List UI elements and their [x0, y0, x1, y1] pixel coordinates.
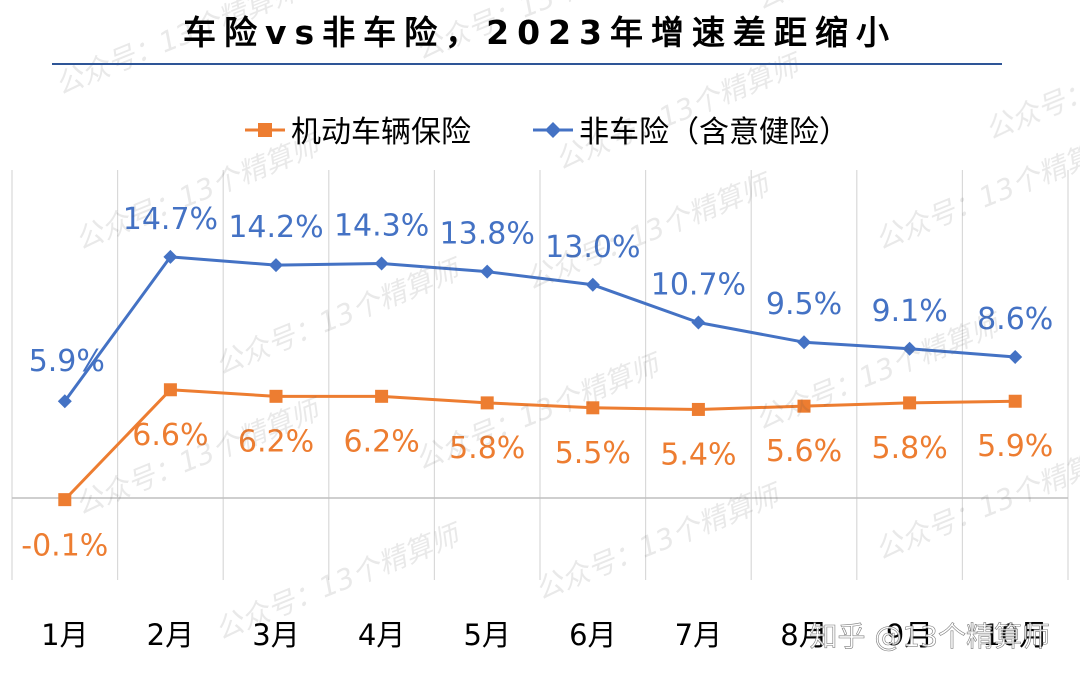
data-point-square [586, 401, 600, 415]
chart-title: 车险vs非车险，2023年增速差距缩小 [183, 13, 897, 52]
data-point-diamond [585, 277, 600, 292]
data-point-square [797, 399, 811, 413]
data-label: 5.6% [766, 434, 842, 469]
data-point-diamond [480, 264, 495, 279]
data-point-square [375, 389, 389, 403]
x-tick-label: 8月 [780, 618, 827, 652]
data-label: 5.5% [555, 436, 631, 471]
x-tick-label: 6月 [569, 618, 616, 652]
data-label: 6.2% [343, 424, 419, 459]
data-point-diamond [269, 258, 283, 273]
x-tick-label: 5月 [463, 618, 510, 652]
data-point-square [480, 396, 494, 410]
data-point-diamond [797, 335, 811, 350]
data-label: 5.4% [660, 437, 736, 472]
data-label: 14.7% [123, 202, 218, 237]
gridlines [11, 170, 1069, 580]
data-label: 13.0% [545, 230, 640, 265]
data-label: 9.1% [871, 294, 947, 329]
data-label: 6.6% [132, 418, 208, 453]
watermark-text: 公众号：13个精算师 [530, 477, 788, 607]
data-point-diamond [374, 256, 389, 271]
x-tick-label: 10月 [982, 618, 1048, 652]
data-label: 10.7% [651, 268, 746, 303]
x-tick-label: 3月 [252, 618, 299, 652]
data-label: 13.8% [440, 217, 535, 252]
data-point-diamond [57, 394, 72, 409]
legend-item-car: 机动车辆保险 [245, 115, 471, 150]
data-labels: -0.1% 6.6% 6.2% 6.2% 5.8% 5.5% 5.4% 5.6% 5.8% 5.9… [21, 202, 1053, 564]
series-line-noncar [63, 255, 1016, 403]
data-point-diamond [163, 249, 178, 264]
attribution-watermark: 知乎 @13个精算师 [809, 620, 1050, 653]
watermark-text: 公众号：13个精算师 [870, 127, 1080, 257]
data-point-square [691, 402, 705, 416]
data-point-square [1008, 394, 1022, 408]
x-tick-label: 1月 [41, 618, 88, 652]
legend-label-car: 机动车辆保险 [291, 115, 471, 150]
data-label: 5.8% [449, 431, 525, 466]
data-label: 5.9% [977, 429, 1053, 464]
data-label: 5.8% [871, 431, 947, 466]
data-label: 8.6% [977, 302, 1053, 337]
data-point-square [58, 493, 72, 507]
legend-marker-diamond [545, 122, 561, 138]
legend: 机动车辆保险 非车险（含意健险） [245, 115, 849, 150]
data-point-diamond [1008, 349, 1023, 364]
legend-item-noncar: 非车险（含意健险） [533, 115, 849, 150]
data-label: 5.9% [29, 344, 105, 379]
series-line-car [63, 388, 1016, 501]
data-point-square [903, 396, 917, 410]
data-point-square [163, 383, 177, 397]
watermark-text: 公众号：13个精算师 [210, 252, 468, 382]
watermark-text: 公众号：13个精算师 [210, 517, 468, 647]
legend-marker-square [258, 123, 272, 137]
data-point-diamond [902, 341, 917, 356]
data-label: 14.2% [228, 210, 323, 245]
x-axis-ticks: 1月 2月 3月 4月 5月 6月 7月 8月 9月 10月 [41, 618, 1048, 652]
series-layer [57, 249, 1023, 507]
data-label: 6.2% [238, 424, 314, 459]
data-point-diamond [691, 315, 706, 330]
data-point-square [269, 389, 283, 403]
data-label: -0.1% [21, 529, 108, 564]
x-tick-label: 2月 [147, 618, 194, 652]
x-tick-label: 4月 [358, 618, 405, 652]
x-tick-label: 9月 [886, 618, 933, 652]
x-tick-label: 7月 [675, 618, 722, 652]
data-label: 14.3% [334, 208, 429, 243]
watermark-text: 公众号：13个精算师 [980, 17, 1080, 147]
data-label: 9.5% [766, 287, 842, 322]
watermark-text: 公众号：13个精算师 [550, 47, 808, 177]
legend-label-noncar: 非车险（含意健险） [579, 115, 849, 150]
